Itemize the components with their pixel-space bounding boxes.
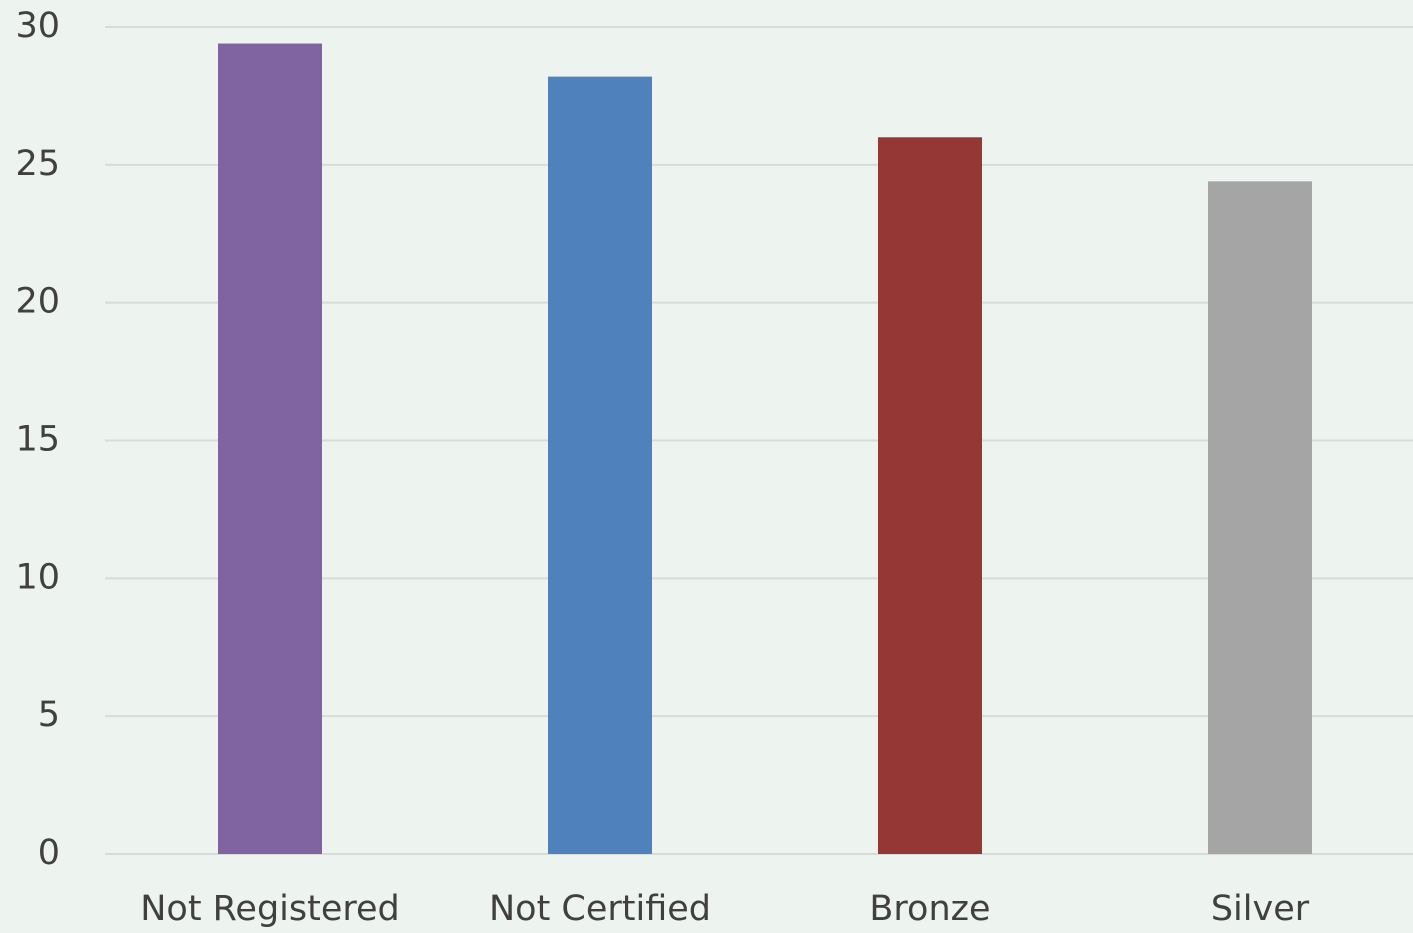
bar [218, 43, 322, 855]
x-tick-label: Bronze [869, 889, 990, 929]
y-tick-label: 5 [38, 695, 60, 735]
y-tick-label: 25 [15, 144, 60, 184]
bar [878, 137, 982, 854]
y-tick-label: 15 [15, 420, 60, 460]
x-tick-label: Silver [1211, 889, 1310, 929]
y-tick-label: 10 [15, 557, 60, 597]
bar [548, 76, 652, 855]
bar [1208, 181, 1312, 854]
y-tick-label: 20 [15, 282, 60, 322]
y-tick-label: 30 [15, 6, 60, 46]
x-tick-label: Not Certified [489, 889, 711, 929]
x-tick-label: Not Registered [140, 889, 400, 929]
y-tick-label: 0 [38, 833, 60, 873]
